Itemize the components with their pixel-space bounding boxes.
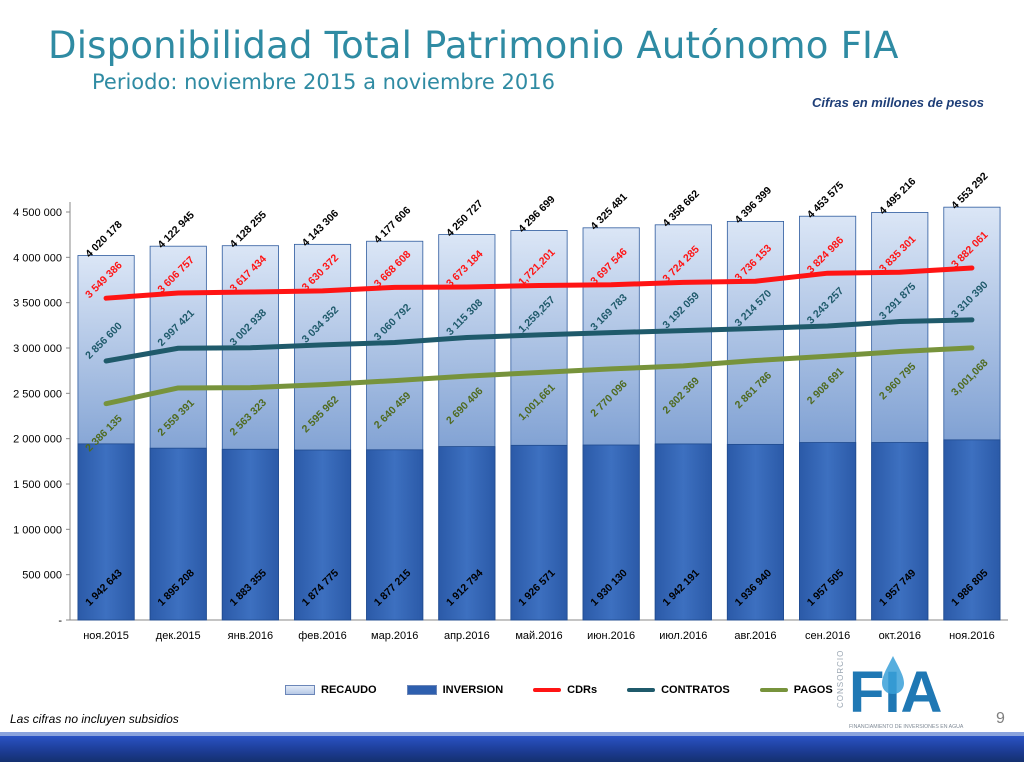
y-tick-label: 4 000 000 — [13, 252, 62, 264]
x-tick-label: фев.2016 — [298, 630, 347, 642]
data-label-recaudo: 4 020 178 — [83, 219, 125, 261]
y-tick-label: - — [58, 615, 62, 627]
bar-inversion — [943, 439, 1001, 621]
legend-label-contratos: CONTRATOS — [661, 684, 730, 696]
data-label-recaudo: 4 325 481 — [588, 191, 630, 233]
footer-bar — [0, 736, 1024, 762]
bar-inversion — [293, 449, 352, 621]
y-tick-label: 4 500 000 — [13, 207, 62, 219]
x-tick-label: мар.2016 — [371, 630, 418, 642]
x-tick-label: окт.2016 — [879, 630, 921, 642]
bar-inversion — [149, 447, 207, 621]
x-tick-label: сен.2016 — [805, 630, 850, 642]
y-tick-label: 3 000 000 — [13, 343, 62, 355]
data-label-recaudo: 4 396 399 — [733, 184, 775, 226]
bar-inversion — [871, 442, 929, 621]
legend-label-recaudo: RECAUDO — [321, 684, 377, 696]
units-note: Cifras en millones de pesos — [812, 95, 984, 110]
legend-item-pagos: PAGOS — [759, 684, 833, 696]
y-tick-label: 1 500 000 — [13, 479, 62, 491]
x-tick-label: июл.2016 — [659, 630, 707, 642]
footer-bar-highlight — [0, 732, 1024, 736]
legend-label-pagos: PAGOS — [793, 684, 833, 696]
page-subtitle: Periodo: noviembre 2015 a noviembre 2016 — [92, 70, 555, 94]
data-label-recaudo: 4 453 575 — [805, 179, 847, 221]
y-tick-label: 1 000 000 — [13, 524, 62, 536]
footnote: Las cifras no incluyen subsidios — [10, 712, 179, 726]
legend-item-contratos: CONTRATOS — [627, 684, 730, 696]
legend-swatch-inversion — [406, 685, 437, 695]
legend-item-recaudo: RECAUDO — [285, 684, 377, 696]
x-tick-label: дек.2015 — [156, 630, 201, 642]
y-tick-label: 2 500 000 — [13, 388, 62, 400]
legend-swatch-contratos — [627, 688, 656, 692]
legend-label-cdrs: CDRs — [567, 684, 598, 696]
data-label-recaudo: 4 495 216 — [877, 175, 919, 217]
x-tick-label: авг.2016 — [734, 630, 776, 642]
bar-inversion — [654, 443, 712, 621]
line-pagos — [103, 345, 975, 407]
data-label-recaudo: 4 122 945 — [155, 209, 197, 251]
legend-swatch-pagos — [759, 688, 788, 692]
data-label-recaudo: 4 177 606 — [372, 204, 414, 246]
x-tick-label: ноя.2015 — [83, 630, 129, 642]
legend-item-cdrs: CDRs — [533, 684, 597, 696]
y-tick-label: 3 500 000 — [13, 298, 62, 310]
x-tick-label: май.2016 — [515, 630, 562, 642]
bar-inversion — [582, 444, 640, 621]
x-tick-label: ноя.2016 — [949, 630, 995, 642]
availability-chart: - 500 000 1 000 000 1 500 000 2 000 000 2 500… — [13, 170, 1008, 642]
data-label-recaudo: 4 128 255 — [228, 209, 270, 251]
x-tick-label: янв.2016 — [228, 630, 273, 642]
data-label-recaudo: 4 296 699 — [516, 193, 558, 235]
y-tick-label: 2 000 000 — [13, 434, 62, 446]
y-tick-label: 500 000 — [22, 570, 62, 582]
x-tick-label: июн.2016 — [587, 630, 635, 642]
bar-inversion — [221, 448, 279, 621]
data-label-recaudo: 4 358 662 — [660, 188, 702, 230]
bar-inversion — [366, 449, 424, 621]
fia-logo: CONSORCIO FIA FINANCIAMIENTO DE INVERSIO… — [836, 650, 964, 730]
line-contratos — [103, 317, 975, 364]
legend-swatch-cdrs — [533, 688, 562, 692]
x-tick-label: апр.2016 — [444, 630, 490, 642]
data-label-recaudo: 4 250 727 — [444, 198, 486, 240]
legend-swatch-recaudo — [285, 685, 315, 695]
logo-tagline: FINANCIAMIENTO DE INVERSIONES EN AGUA — [849, 724, 964, 730]
chart-plot-area: - 500 000 1 000 000 1 500 000 2 000 000 2 500… — [13, 170, 1008, 642]
legend-item-inversion: INVERSION — [406, 684, 504, 696]
water-drop-icon — [882, 656, 904, 694]
chart-legend: RECAUDO INVERSION CDRs CONTRATOS PAGOS — [285, 682, 833, 698]
bar-inversion — [799, 442, 857, 621]
bar-inversion — [77, 443, 135, 621]
page-title: Disponibilidad Total Patrimonio Autónomo… — [48, 24, 899, 67]
page-number: 9 — [996, 710, 1005, 727]
line-cdrs — [103, 265, 975, 301]
bar-inversion — [726, 443, 785, 621]
bar-inversion — [510, 444, 568, 621]
data-label-recaudo: 4 553 292 — [949, 170, 991, 212]
data-label-recaudo: 4 143 306 — [300, 207, 342, 249]
logo-side-text: CONSORCIO — [836, 650, 845, 708]
legend-label-inversion: INVERSION — [442, 684, 504, 696]
bar-inversion — [438, 446, 496, 621]
